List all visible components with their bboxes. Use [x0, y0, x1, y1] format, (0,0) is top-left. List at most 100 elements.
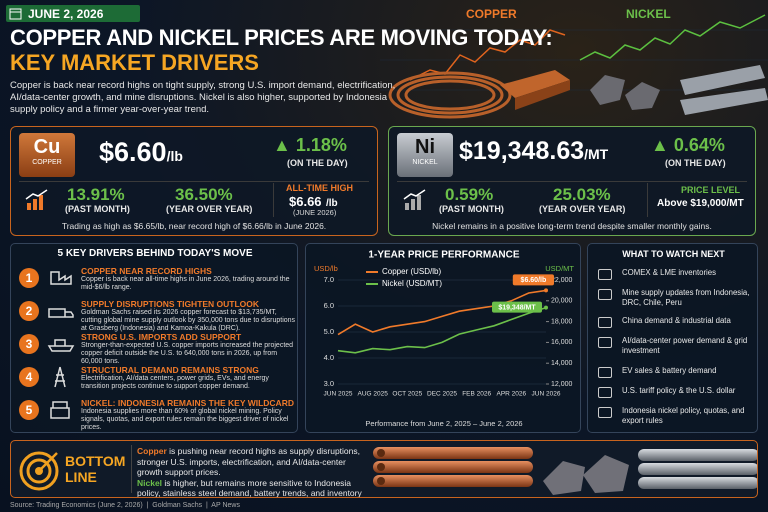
value-label: $6.60/lb [521, 277, 547, 284]
value-label-box [512, 274, 554, 286]
trend-icon [403, 189, 426, 210]
driver-icon [47, 339, 75, 352]
driver-item: 2 SUPPLY DISRUPTIONS TIGHTEN OUTLOOK Goldm… [11, 299, 299, 335]
watch-panel: WHAT TO WATCH NEXT COMEX & LME inventori… [587, 243, 758, 433]
driver-text: Goldman Sachs raised its 2026 copper for… [81, 309, 296, 332]
value-label-box [492, 301, 542, 313]
copper-year: 36.50% [175, 185, 233, 204]
source: Source: Trading Economics (June 2, 2026)… [10, 502, 240, 509]
nickel-symbol-box: Ni NICKEL [397, 133, 453, 177]
nickel-name: NICKEL [412, 159, 438, 166]
date-badge: JUNE 2, 2026 [6, 5, 140, 22]
copper-symbol-box: Cu COPPER [19, 133, 75, 177]
tag-copper: COPPER [466, 7, 517, 21]
nickel-year-label: (YEAR OVER YEAR) [539, 204, 626, 214]
driver-text: Stronger-than-expected U.S. copper impor… [81, 342, 294, 365]
ath-date: (JUNE 2026) [293, 208, 337, 217]
driver-heading: STRUCTURAL DEMAND REMAINS STRONG [81, 365, 259, 375]
copper-text: is pushing near record highs as supply d… [137, 446, 360, 477]
driver-heading: COPPER NEAR RECORD HIGHS [81, 266, 212, 276]
driver-item: 4 STRUCTURAL DEMAND REMAINS STRONG Electri… [11, 365, 299, 401]
divider [397, 181, 747, 182]
driver-heading: STRONG U.S. IMPORTS ADD SUPPORT [81, 332, 242, 342]
chart-title: 1-YEAR PRICE PERFORMANCE [368, 250, 519, 261]
y-tick-label: 3.0 [324, 379, 334, 388]
watch-icon [598, 367, 612, 378]
x-tick-label: APR 2026 [497, 391, 527, 398]
driver-icon [50, 271, 72, 285]
nickel-word: Nickel [137, 477, 163, 488]
x-tick-label: AUG 2025 [357, 391, 388, 398]
nickel-month: 0.59% [445, 185, 494, 204]
y-tick-label: 7.0 [324, 275, 334, 284]
nickel-month-label: (PAST MONTH) [439, 204, 504, 214]
watch-icon [598, 387, 612, 398]
bottom-panel: BOTTOM LINE Copper is pushing near record… [10, 440, 758, 498]
watch-item: AI/data-center power demand & grid inves… [622, 336, 748, 355]
end-point [544, 305, 548, 310]
nickel-note: Nickel remains in a positive long-term t… [432, 221, 712, 231]
chart: 1-YEAR PRICE PERFORMANCE USD/lb USD/MT P… [314, 250, 574, 428]
nickel-card: Ni NICKEL $19,348.63/MT ▲ 0.64% (ON THE … [388, 126, 756, 236]
copper-card: Cu COPPER $6.60/lb ▲ 1.18% (ON THE DAY) … [10, 126, 378, 236]
chart-footnote: Performance from June 2, 2025 – June 2, … [365, 419, 522, 428]
copper-year-label: (YEAR OVER YEAR) [166, 204, 253, 214]
bottom-text: Copper is pushing near record highs as s… [137, 446, 367, 498]
intro: Copper is back near record highs on tigh… [10, 80, 396, 115]
drivers-panel: 5 KEY DRIVERS BEHIND TODAY'S MOVE 1 COPPE… [10, 243, 298, 433]
bottom-label-2: LINE [65, 469, 97, 485]
legend-label: Copper (USD/lb) [382, 267, 441, 276]
watch-item: EV sales & battery demand [622, 366, 717, 375]
drivers-title: 5 KEY DRIVERS BEHIND TODAY'S MOVE [57, 248, 253, 259]
divider [19, 181, 369, 182]
driver-text: Copper is back near all-time highs in Ju… [81, 276, 290, 291]
y2-tick-label: 20,000 [551, 298, 573, 305]
ath-unit: /lb [326, 198, 338, 209]
y2-tick-label: 22,000 [551, 277, 573, 284]
title: COPPER AND NICKEL PRICES ARE MOVING TODA… [10, 25, 553, 50]
driver-text: Indonesia supplies more than 60% of glob… [81, 408, 289, 431]
y-tick-label: 4.0 [324, 353, 334, 362]
driver-item: 1 COPPER NEAR RECORD HIGHS Copper is back … [11, 266, 299, 302]
copper-word: Copper [137, 446, 167, 456]
bottom-label-1: BOTTOM [65, 453, 126, 469]
driver-item: 3 STRONG U.S. IMPORTS ADD SUPPORT Stronger… [11, 332, 299, 368]
target-icon [19, 451, 59, 491]
y2-tick-label: 14,000 [551, 360, 573, 367]
copper-month-label: (PAST MONTH) [65, 204, 130, 214]
nickel-day-change: 0.64% [673, 135, 725, 155]
level-value: Above $19,000/MT [657, 198, 744, 209]
nickel-text: is higher, but remains more sensitive to… [137, 477, 362, 498]
driver-number: 3 [19, 334, 39, 354]
calendar-icon [9, 8, 22, 20]
driver-text: Electrification, AI/data centers, power … [81, 375, 269, 390]
copper-note: Trading as high as $6.65/lb, near record… [61, 221, 327, 231]
watch-icon [598, 337, 612, 348]
nickel-year: 25.03% [553, 185, 611, 204]
divider [647, 183, 648, 217]
ath-value: $6.66 [289, 194, 322, 209]
copper-day-label: (ON THE DAY) [287, 158, 348, 168]
driver-icon [48, 308, 74, 318]
y2-tick-label: 16,000 [551, 339, 573, 346]
series-line [337, 289, 547, 336]
tag-nickel: NICKEL [626, 7, 671, 21]
bottom-label: BOTTOM LINE [65, 453, 125, 485]
divider [273, 183, 274, 217]
watch-icon [598, 317, 612, 328]
copper-unit: /lb [166, 148, 183, 164]
y2-tick-label: 18,000 [551, 318, 573, 325]
copper-price-row: $6.60/lb [99, 137, 183, 168]
watch-item: China demand & industrial data [622, 316, 731, 325]
watch-item: Mine supply updates from Indonesia, DRC,… [622, 288, 750, 307]
divider [131, 445, 132, 493]
watch-icon [598, 407, 612, 418]
copper-day: ▲ 1.18% [273, 135, 347, 155]
nickel-day-label: (ON THE DAY) [665, 158, 726, 168]
driver-number: 1 [19, 268, 39, 288]
driver-heading: SUPPLY DISRUPTIONS TIGHTEN OUTLOOK [81, 299, 260, 309]
level-label: PRICE LEVEL [681, 185, 741, 195]
ath-row: $6.66 /lb [289, 193, 338, 211]
nickel-price: $19,348.63 [459, 137, 585, 165]
x-tick-label: JUN 2025 [324, 391, 353, 398]
